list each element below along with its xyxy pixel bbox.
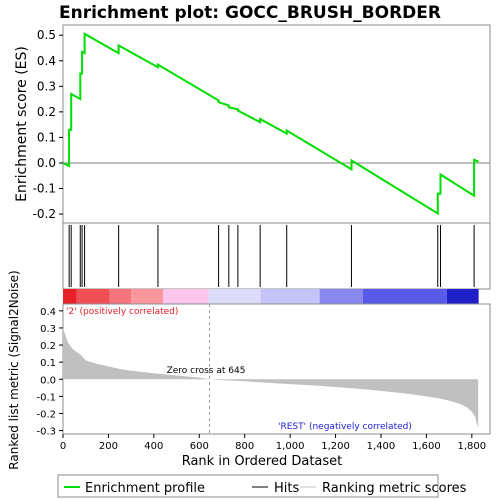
heat-bar-segment	[260, 289, 320, 304]
es-axis-label: Enrichment score (ES)	[14, 46, 30, 202]
heat-bar-segment	[319, 289, 363, 304]
metric-y-tick-label: -0.1	[36, 392, 56, 403]
heat-bar-segment	[63, 289, 77, 304]
enrichment-profile-line	[62, 32, 479, 216]
x-tick-label: 1,400	[367, 441, 396, 452]
x-tick-label: 800	[235, 441, 254, 452]
es-y-tick-label: -0.1	[33, 182, 56, 196]
heat-bar-segment	[208, 289, 261, 304]
metric-y-tick-label: 0.3	[40, 324, 56, 335]
metric-y-tick-label: 0.4	[40, 307, 56, 318]
x-tick-label: 1,200	[321, 441, 350, 452]
metric-y-tick-label: 0.1	[40, 358, 56, 369]
es-y-tick-label: 0.2	[37, 105, 56, 119]
x-tick-label: 1,600	[412, 441, 441, 452]
es-y-tick-label: -0.2	[33, 207, 56, 221]
es-panel-frame	[62, 24, 491, 224]
legend-box	[57, 474, 439, 498]
heat-bar-segment	[76, 289, 110, 304]
es-y-tick-label: 0.1	[37, 130, 56, 144]
x-tick-label: 200	[99, 441, 118, 452]
es-y-tick-label: 0.3	[37, 79, 56, 93]
es-y-tick-label: 0.5	[37, 28, 56, 42]
legend-profile-label: Enrichment profile	[85, 481, 205, 496]
metric-y-tick-label: -0.2	[36, 409, 56, 420]
heat-bar-segment	[446, 289, 479, 304]
negative-correlation-label: 'REST' (negatively correlated)	[278, 422, 412, 432]
x-tick-label: 1,800	[458, 441, 487, 452]
x-tick-label: 400	[144, 441, 163, 452]
metric-panel-frame	[62, 303, 491, 435]
heat-bar-segment	[109, 289, 132, 304]
x-tick-label: 600	[190, 441, 209, 452]
metric-axis-label: Ranked list metric (Signal2Noise)	[7, 270, 21, 469]
es-y-tick-label: 0.4	[37, 54, 56, 68]
zero-cross-label: Zero cross at 645	[167, 366, 246, 376]
positive-correlation-label: '2' (positively correlated)	[66, 307, 178, 317]
x-axis-label: Rank in Ordered Dataset	[182, 454, 343, 469]
hits-panel-frame	[62, 222, 491, 290]
ranking-metric-area	[63, 327, 479, 428]
chart-title: Enrichment plot: GOCC_BRUSH_BORDER	[59, 3, 441, 23]
heat-bar-segment	[131, 289, 163, 304]
metric-y-tick-label: 0.2	[40, 341, 56, 352]
legend-hits-label: Hits	[274, 481, 299, 496]
es-y-tick-label: 0.0	[37, 156, 56, 170]
x-tick-label: 0	[60, 441, 66, 452]
x-tick-label: 1,000	[276, 441, 305, 452]
heat-bar-segment	[362, 289, 447, 304]
metric-y-tick-label: 0.0	[40, 375, 56, 386]
legend-metric-label: Ranking metric scores	[322, 481, 467, 496]
metric-y-tick-label: -0.3	[36, 427, 56, 438]
heat-bar-segment	[162, 289, 209, 304]
